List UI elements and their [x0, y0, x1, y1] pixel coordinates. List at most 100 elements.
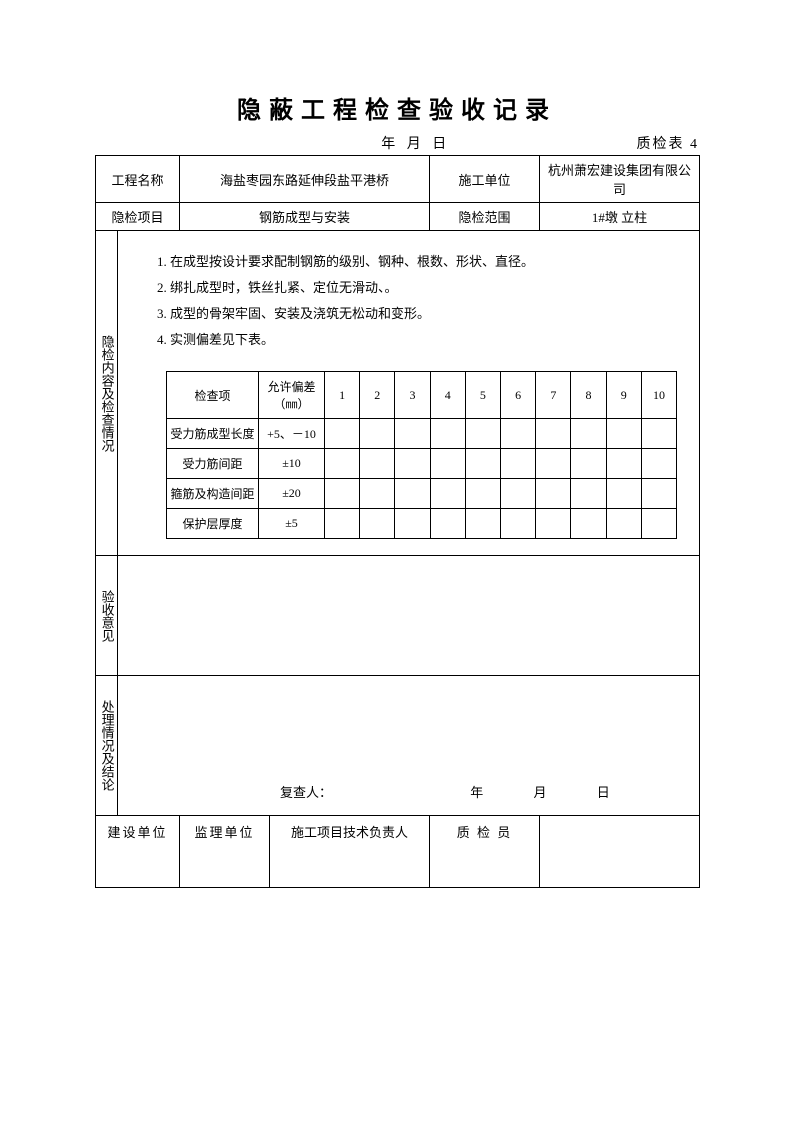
inner-cell: [430, 449, 465, 479]
opinion-row: 验收意见: [96, 556, 700, 676]
value-contractor: 杭州萧宏建设集团有限公司: [540, 156, 700, 203]
sig-supervisor: 监理单位: [180, 816, 270, 888]
inner-col-num: 3: [395, 372, 430, 419]
label-inspect-scope: 隐检范围: [430, 203, 540, 231]
inner-cell: [571, 479, 606, 509]
inner-row-tol: ±5: [259, 509, 325, 539]
section-label-content: 隐检内容及检查情况: [96, 231, 118, 556]
inner-col-num: 7: [536, 372, 571, 419]
inner-cell: [465, 449, 500, 479]
inner-cell: [641, 419, 676, 449]
main-table: 工程名称 海盐枣园东路延伸段盐平港桥 施工单位 杭州萧宏建设集团有限公司 隐检项…: [95, 155, 700, 888]
inner-cell: [641, 479, 676, 509]
inner-cell: [360, 449, 395, 479]
content-row: 隐检内容及检查情况 在成型按设计要求配制钢筋的级别、钢种、根数、形状、直径。 绑…: [96, 231, 700, 556]
header-row-1: 工程名称 海盐枣园东路延伸段盐平港桥 施工单位 杭州萧宏建设集团有限公司: [96, 156, 700, 203]
inner-row: 箍筋及构造间距 ±20: [167, 479, 677, 509]
inner-cell: [465, 419, 500, 449]
inner-col-num: 8: [571, 372, 606, 419]
inner-table-wrap: 检查项 允许偏差（㎜） 1 2 3 4 5 6 7 8 9 10: [136, 371, 681, 539]
inner-cell: [606, 419, 641, 449]
content-item: 在成型按设计要求配制钢筋的级别、钢种、根数、形状、直径。: [170, 249, 681, 275]
inner-cell: [395, 509, 430, 539]
inner-cell: [395, 479, 430, 509]
section-label-process: 处理情况及结论: [96, 676, 118, 816]
inner-col-num: 4: [430, 372, 465, 419]
inner-col-tol: 允许偏差（㎜）: [259, 372, 325, 419]
header-row-2: 隐检项目 钢筋成型与安装 隐检范围 1#墩 立柱: [96, 203, 700, 231]
inner-cell: [536, 509, 571, 539]
inner-cell: [430, 419, 465, 449]
reviewer-line: 复查人： 年 月 日: [120, 782, 697, 811]
inner-row-tol: ±10: [259, 449, 325, 479]
signature-row: 建设单位 监理单位 施工项目技术负责人 质 检 员: [96, 816, 700, 888]
inner-row: 保护层厚度 ±5: [167, 509, 677, 539]
content-item: 绑扎成型时，铁丝扎紧、定位无滑动、。: [170, 275, 681, 301]
inner-cell: [465, 479, 500, 509]
inner-row-name: 保护层厚度: [167, 509, 259, 539]
inner-col-num: 5: [465, 372, 500, 419]
inner-cell: [465, 509, 500, 539]
inner-cell: [571, 509, 606, 539]
inner-col-check: 检查项: [167, 372, 259, 419]
label-inspect-item: 隐检项目: [96, 203, 180, 231]
sig-techlead: 施工项目技术负责人: [270, 816, 430, 888]
inner-row-tol: +5、－10: [259, 419, 325, 449]
inner-cell: [606, 479, 641, 509]
inner-cell: [641, 449, 676, 479]
value-project-name: 海盐枣园东路延伸段盐平港桥: [180, 156, 430, 203]
inner-cell: [501, 479, 536, 509]
process-cell: 复查人： 年 月 日: [118, 676, 700, 816]
inner-cell: [571, 419, 606, 449]
inner-cell: [395, 419, 430, 449]
sig-builder: 建设单位: [96, 816, 180, 888]
content-cell: 在成型按设计要求配制钢筋的级别、钢种、根数、形状、直径。 绑扎成型时，铁丝扎紧、…: [118, 231, 700, 556]
inner-row-name: 箍筋及构造间距: [167, 479, 259, 509]
inner-cell: [536, 419, 571, 449]
inner-cell: [360, 419, 395, 449]
page-title: 隐蔽工程检查验收记录: [95, 90, 699, 125]
inner-cell: [360, 479, 395, 509]
page: 隐蔽工程检查验收记录 年 月 日 质检表 4 工程名称 海盐枣园东路延伸段盐平港…: [0, 0, 794, 948]
inner-table: 检查项 允许偏差（㎜） 1 2 3 4 5 6 7 8 9 10: [166, 371, 677, 539]
inner-header-row: 检查项 允许偏差（㎜） 1 2 3 4 5 6 7 8 9 10: [167, 372, 677, 419]
inner-row-name: 受力筋成型长度: [167, 419, 259, 449]
inner-col-num: 2: [360, 372, 395, 419]
content-item: 成型的骨架牢固、安装及浇筑无松动和变形。: [170, 301, 681, 327]
inner-cell: [325, 479, 360, 509]
inner-cell: [325, 419, 360, 449]
inner-row: 受力筋间距 ±10: [167, 449, 677, 479]
inner-cell: [571, 449, 606, 479]
inner-cell: [325, 449, 360, 479]
content-item: 实测偏差见下表。: [170, 327, 681, 353]
inner-row: 受力筋成型长度 +5、－10: [167, 419, 677, 449]
inner-col-num: 1: [325, 372, 360, 419]
content-list: 在成型按设计要求配制钢筋的级别、钢种、根数、形状、直径。 绑扎成型时，铁丝扎紧、…: [136, 249, 681, 353]
inner-cell: [501, 449, 536, 479]
section-label-opinion: 验收意见: [96, 556, 118, 676]
reviewer-y: 年: [423, 782, 483, 801]
value-inspect-item: 钢筋成型与安装: [180, 203, 430, 231]
inner-cell: [360, 509, 395, 539]
inner-col-num: 6: [501, 372, 536, 419]
inner-row-name: 受力筋间距: [167, 449, 259, 479]
form-number: 质检表 4: [637, 133, 700, 153]
inner-cell: [430, 479, 465, 509]
inner-cell: [536, 449, 571, 479]
process-row: 处理情况及结论 复查人： 年 月 日: [96, 676, 700, 816]
inner-cell: [430, 509, 465, 539]
inner-col-num: 9: [606, 372, 641, 419]
inner-row-tol: ±20: [259, 479, 325, 509]
inner-cell: [325, 509, 360, 539]
subheader: 年 月 日 质检表 4: [95, 133, 699, 153]
inner-cell: [536, 479, 571, 509]
reviewer-d: 日: [550, 782, 610, 801]
inner-col-num: 10: [641, 372, 676, 419]
inner-cell: [641, 509, 676, 539]
inner-cell: [501, 509, 536, 539]
reviewer-label: 复查人：: [280, 782, 420, 801]
opinion-cell: [118, 556, 700, 676]
reviewer-m: 月: [487, 782, 547, 801]
label-contractor: 施工单位: [430, 156, 540, 203]
value-inspect-scope: 1#墩 立柱: [540, 203, 700, 231]
